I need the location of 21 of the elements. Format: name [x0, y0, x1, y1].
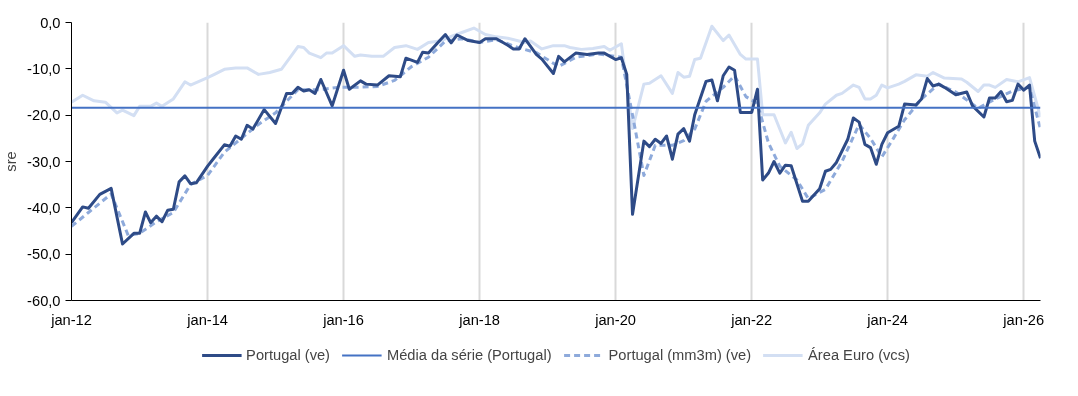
x-tick-label: jan-18	[458, 311, 501, 328]
y-tick-label: -20,0	[27, 107, 61, 124]
x-tick-label: jan-20	[594, 311, 636, 328]
legend-label: Média da série (Portugal)	[387, 347, 552, 363]
x-tick-label: jan-26	[1002, 311, 1045, 328]
x-tick-label: jan-24	[866, 311, 909, 328]
legend-label: Área Euro (vcs)	[808, 347, 910, 363]
y-axis-title: sre	[3, 151, 20, 172]
y-tick-label: -50,0	[27, 246, 61, 263]
y-tick-label: 0,0	[40, 14, 61, 31]
y-tick-label: -10,0	[27, 60, 61, 77]
x-tick-label: jan-12	[50, 311, 92, 328]
y-tick-label: -30,0	[27, 153, 61, 170]
x-tick-label: jan-16	[322, 311, 364, 328]
line-series	[71, 24, 1041, 151]
y-tick-label: -60,0	[27, 292, 61, 309]
y-tick-label: -40,0	[27, 199, 61, 216]
x-tick-label: jan-14	[186, 311, 228, 328]
legend-label: Portugal (ve)	[246, 347, 331, 363]
x-tick-label: jan-22	[730, 311, 773, 328]
legend-label: Portugal (mm3m) (ve)	[608, 347, 752, 363]
